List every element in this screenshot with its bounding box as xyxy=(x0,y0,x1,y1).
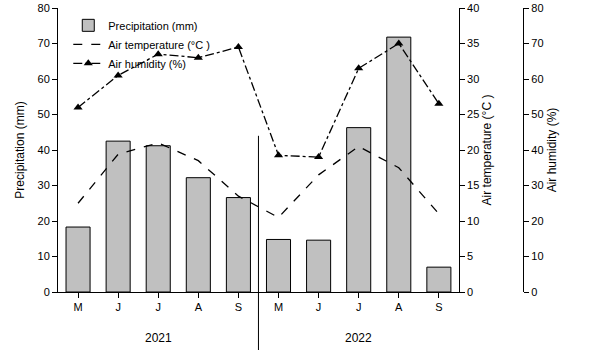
svg-text:M: M xyxy=(274,301,283,313)
svg-text:M: M xyxy=(73,301,82,313)
svg-text:80: 80 xyxy=(38,2,50,14)
svg-text:0: 0 xyxy=(531,286,537,298)
svg-text:10: 10 xyxy=(531,250,543,262)
svg-text:10: 10 xyxy=(467,215,479,227)
svg-text:15: 15 xyxy=(467,179,479,191)
svg-text:A: A xyxy=(195,301,203,313)
svg-text:Precipitation (mm): Precipitation (mm) xyxy=(108,20,197,32)
svg-text:Air humidity (%): Air humidity (%) xyxy=(108,58,186,70)
svg-text:25: 25 xyxy=(467,108,479,120)
svg-text:Air temperature (°C ): Air temperature (°C ) xyxy=(480,95,494,206)
svg-text:Precipitation (mm): Precipitation (mm) xyxy=(13,101,27,198)
svg-text:50: 50 xyxy=(531,108,543,120)
svg-text:40: 40 xyxy=(531,144,543,156)
svg-text:J: J xyxy=(356,301,362,313)
svg-text:J: J xyxy=(115,301,121,313)
svg-text:Air temperature (°C ): Air temperature (°C ) xyxy=(108,39,210,51)
svg-text:S: S xyxy=(235,301,242,313)
svg-text:5: 5 xyxy=(467,250,473,262)
svg-text:S: S xyxy=(435,301,442,313)
svg-text:70: 70 xyxy=(531,37,543,49)
svg-text:J: J xyxy=(316,301,322,313)
svg-text:60: 60 xyxy=(531,73,543,85)
svg-text:20: 20 xyxy=(467,144,479,156)
svg-text:2022: 2022 xyxy=(345,331,372,345)
svg-text:A: A xyxy=(395,301,403,313)
svg-text:20: 20 xyxy=(531,215,543,227)
svg-text:0: 0 xyxy=(44,286,50,298)
svg-text:70: 70 xyxy=(38,37,50,49)
svg-text:J: J xyxy=(155,301,161,313)
svg-text:30: 30 xyxy=(531,179,543,191)
svg-text:40: 40 xyxy=(467,2,479,14)
svg-text:80: 80 xyxy=(531,2,543,14)
svg-text:2021: 2021 xyxy=(145,331,172,345)
svg-text:30: 30 xyxy=(467,73,479,85)
svg-text:Air humidity (%): Air humidity (%) xyxy=(545,108,559,193)
svg-text:50: 50 xyxy=(38,108,50,120)
svg-text:60: 60 xyxy=(38,73,50,85)
svg-text:10: 10 xyxy=(38,250,50,262)
svg-text:30: 30 xyxy=(38,179,50,191)
svg-text:20: 20 xyxy=(38,215,50,227)
svg-text:0: 0 xyxy=(467,286,473,298)
svg-text:40: 40 xyxy=(38,144,50,156)
svg-text:35: 35 xyxy=(467,37,479,49)
